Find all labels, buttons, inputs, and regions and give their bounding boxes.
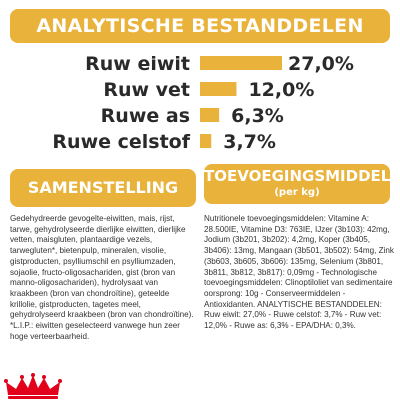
nutrient-label: Ruw eiwit	[85, 53, 190, 75]
nutrient-bar	[200, 82, 237, 96]
analytical-constituents-banner: ANALYTISCHE BESTANDDELEN	[10, 9, 390, 43]
composition-text: Gedehydreerde gevogelte-eiwitten, mais, …	[10, 214, 196, 341]
composition-banner: SAMENSTELLING	[10, 169, 196, 207]
nutrient-value-label: 6,3%	[231, 105, 284, 127]
nutrient-label: Ruw vet	[103, 79, 190, 101]
royal-canin-crown-logo	[4, 373, 62, 399]
nutrient-value-label: 3,7%	[223, 131, 276, 153]
additives-subtitle: (per kg)	[274, 187, 320, 198]
additives-title: TOEVOEGINGSMIDDELEN	[204, 167, 400, 185]
nutrient-label: Ruwe as	[101, 105, 190, 127]
nutrient-bar	[200, 134, 212, 148]
nutrient-bar-chart: Ruw eiwit 27,0% Ruw vet 12,0% Ruwe as 6,3% Ruw…	[52, 53, 354, 153]
nutrient-label: Ruwe celstof	[52, 131, 190, 153]
additives-text: Nutritionele toevoegingsmiddelen: Vitami…	[204, 214, 397, 331]
nutrient-bar	[200, 56, 282, 70]
additives-banner: TOEVOEGINGSMIDDELEN (per kg)	[204, 164, 400, 204]
nutrient-value-label: 12,0%	[248, 79, 314, 101]
nutrient-bar	[200, 108, 220, 122]
nutrient-value-label: 27,0%	[288, 53, 354, 75]
